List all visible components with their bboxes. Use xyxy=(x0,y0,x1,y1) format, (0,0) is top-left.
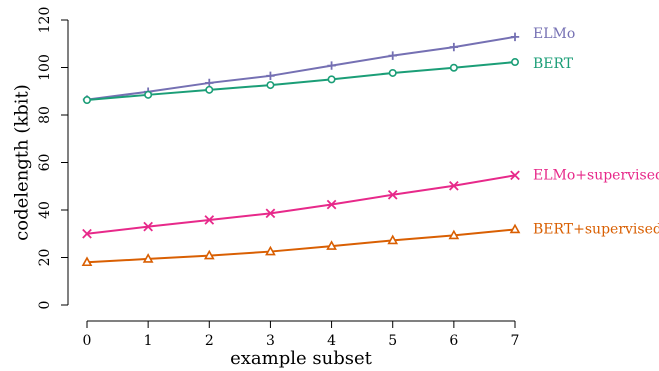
y-axis-title: codelength (kbit) xyxy=(12,84,33,241)
x-tick-label: 1 xyxy=(144,333,153,349)
series-line xyxy=(86,228,516,264)
series-elmo: ELMo xyxy=(82,26,575,104)
series-label: ELMo+supervised xyxy=(533,167,659,183)
data-point xyxy=(205,78,214,88)
x-tick-label: 6 xyxy=(449,333,458,349)
series-bert: BERT xyxy=(83,56,574,105)
x-tick-label: 4 xyxy=(327,333,336,349)
data-point xyxy=(327,75,336,84)
plot-area: ELMo BERT ELMo+supervised BERT+supervised xyxy=(81,26,659,267)
data-point xyxy=(205,85,214,94)
data-point xyxy=(203,249,215,260)
data-point xyxy=(388,68,397,77)
y-tick-label: 100 xyxy=(37,54,53,81)
data-point xyxy=(448,229,460,240)
series-elmo-supervised: ELMo+supervised xyxy=(82,167,659,239)
series-label: BERT+supervised xyxy=(533,221,659,237)
x-tick-label: 7 xyxy=(511,333,520,349)
data-point xyxy=(266,71,275,81)
data-point xyxy=(265,208,276,219)
x-tick-label: 2 xyxy=(205,333,214,349)
data-point xyxy=(387,189,398,200)
data-point xyxy=(510,32,520,42)
data-point xyxy=(449,42,459,52)
x-tick-label: 3 xyxy=(266,333,275,349)
data-point xyxy=(387,234,399,245)
data-point xyxy=(142,253,154,263)
y-tick-label: 120 xyxy=(37,7,53,34)
data-point xyxy=(326,199,337,210)
x-axis-title: example subset xyxy=(230,348,372,369)
series-label: BERT xyxy=(533,56,574,72)
data-point xyxy=(510,170,520,181)
y-axis: 0 20 40 60 80 100 120 xyxy=(37,7,69,310)
series-line xyxy=(86,61,516,102)
data-point xyxy=(83,96,92,105)
x-tick-label: 0 xyxy=(83,333,92,349)
data-point xyxy=(449,63,458,72)
data-point xyxy=(82,228,92,239)
data-point xyxy=(266,81,275,90)
data-point xyxy=(510,58,519,67)
y-tick-label: 40 xyxy=(37,201,53,219)
data-point xyxy=(143,221,153,232)
y-tick-label: 0 xyxy=(37,301,53,310)
series-line xyxy=(86,174,516,235)
data-point xyxy=(81,256,93,267)
series-label: ELMo xyxy=(533,26,575,42)
data-point xyxy=(204,215,215,225)
data-point xyxy=(509,223,521,234)
data-point xyxy=(144,90,153,99)
data-point xyxy=(327,61,336,70)
y-tick-label: 60 xyxy=(37,154,53,172)
data-point xyxy=(326,240,337,250)
data-point xyxy=(388,51,397,60)
data-point xyxy=(265,245,276,256)
y-tick-label: 20 xyxy=(37,249,53,267)
data-point xyxy=(449,180,459,191)
y-tick-label: 80 xyxy=(37,106,53,124)
x-tick-label: 5 xyxy=(388,333,397,349)
x-axis: 0 1 2 3 4 5 6 7 xyxy=(83,320,520,349)
series-line xyxy=(86,35,516,101)
series-bert-supervised: BERT+supervised xyxy=(81,221,659,267)
